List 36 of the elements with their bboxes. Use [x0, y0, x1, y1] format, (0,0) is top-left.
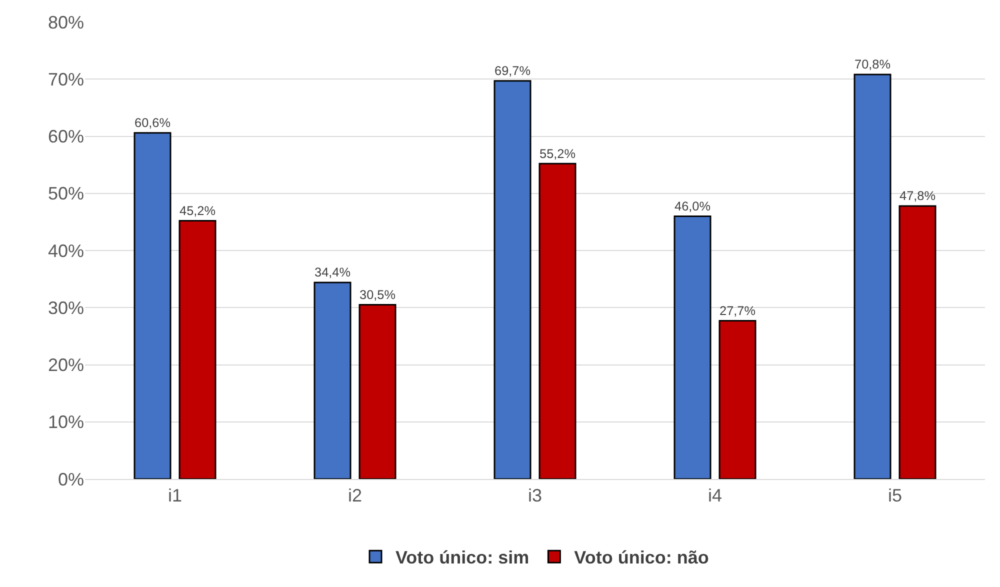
x-tick-label: i2 [348, 486, 362, 506]
legend-label: Voto único: não [574, 548, 709, 568]
bar [674, 215, 712, 479]
y-tick-label: 40% [48, 240, 84, 261]
x-tick-label: i3 [528, 486, 542, 506]
x-tick-label: i5 [888, 486, 902, 506]
y-tick-label: 80% [48, 12, 84, 32]
y-tick-label: 10% [48, 412, 84, 432]
data-label: 69,7% [494, 64, 530, 78]
data-label: 45,2% [180, 204, 216, 218]
bar [854, 74, 892, 479]
data-label: 27,7% [720, 304, 756, 318]
x-tick-label: i1 [168, 486, 182, 506]
y-tick-label: 70% [48, 69, 84, 90]
bar [898, 205, 936, 479]
bar [358, 304, 396, 479]
data-label: 60,6% [134, 116, 170, 130]
data-label: 30,5% [360, 288, 396, 302]
data-label: 47,8% [900, 189, 936, 204]
y-tick-label: 60% [48, 126, 84, 147]
y-tick-label: 50% [48, 184, 84, 204]
data-label: 55,2% [540, 146, 576, 161]
y-tick-label: 0% [58, 469, 84, 490]
bar [494, 80, 532, 479]
legend-label: Voto único: sim [396, 548, 530, 568]
bar [178, 220, 216, 479]
y-tick-label: 30% [48, 298, 84, 318]
bar [718, 320, 756, 479]
data-label: 46,0% [674, 199, 710, 214]
data-label: 34,4% [314, 266, 350, 280]
bar [538, 162, 576, 479]
data-label: 70,8% [854, 58, 890, 72]
x-tick-label: i4 [708, 486, 722, 506]
y-tick-label: 20% [48, 355, 84, 376]
bar [314, 282, 352, 479]
bar [134, 132, 172, 479]
